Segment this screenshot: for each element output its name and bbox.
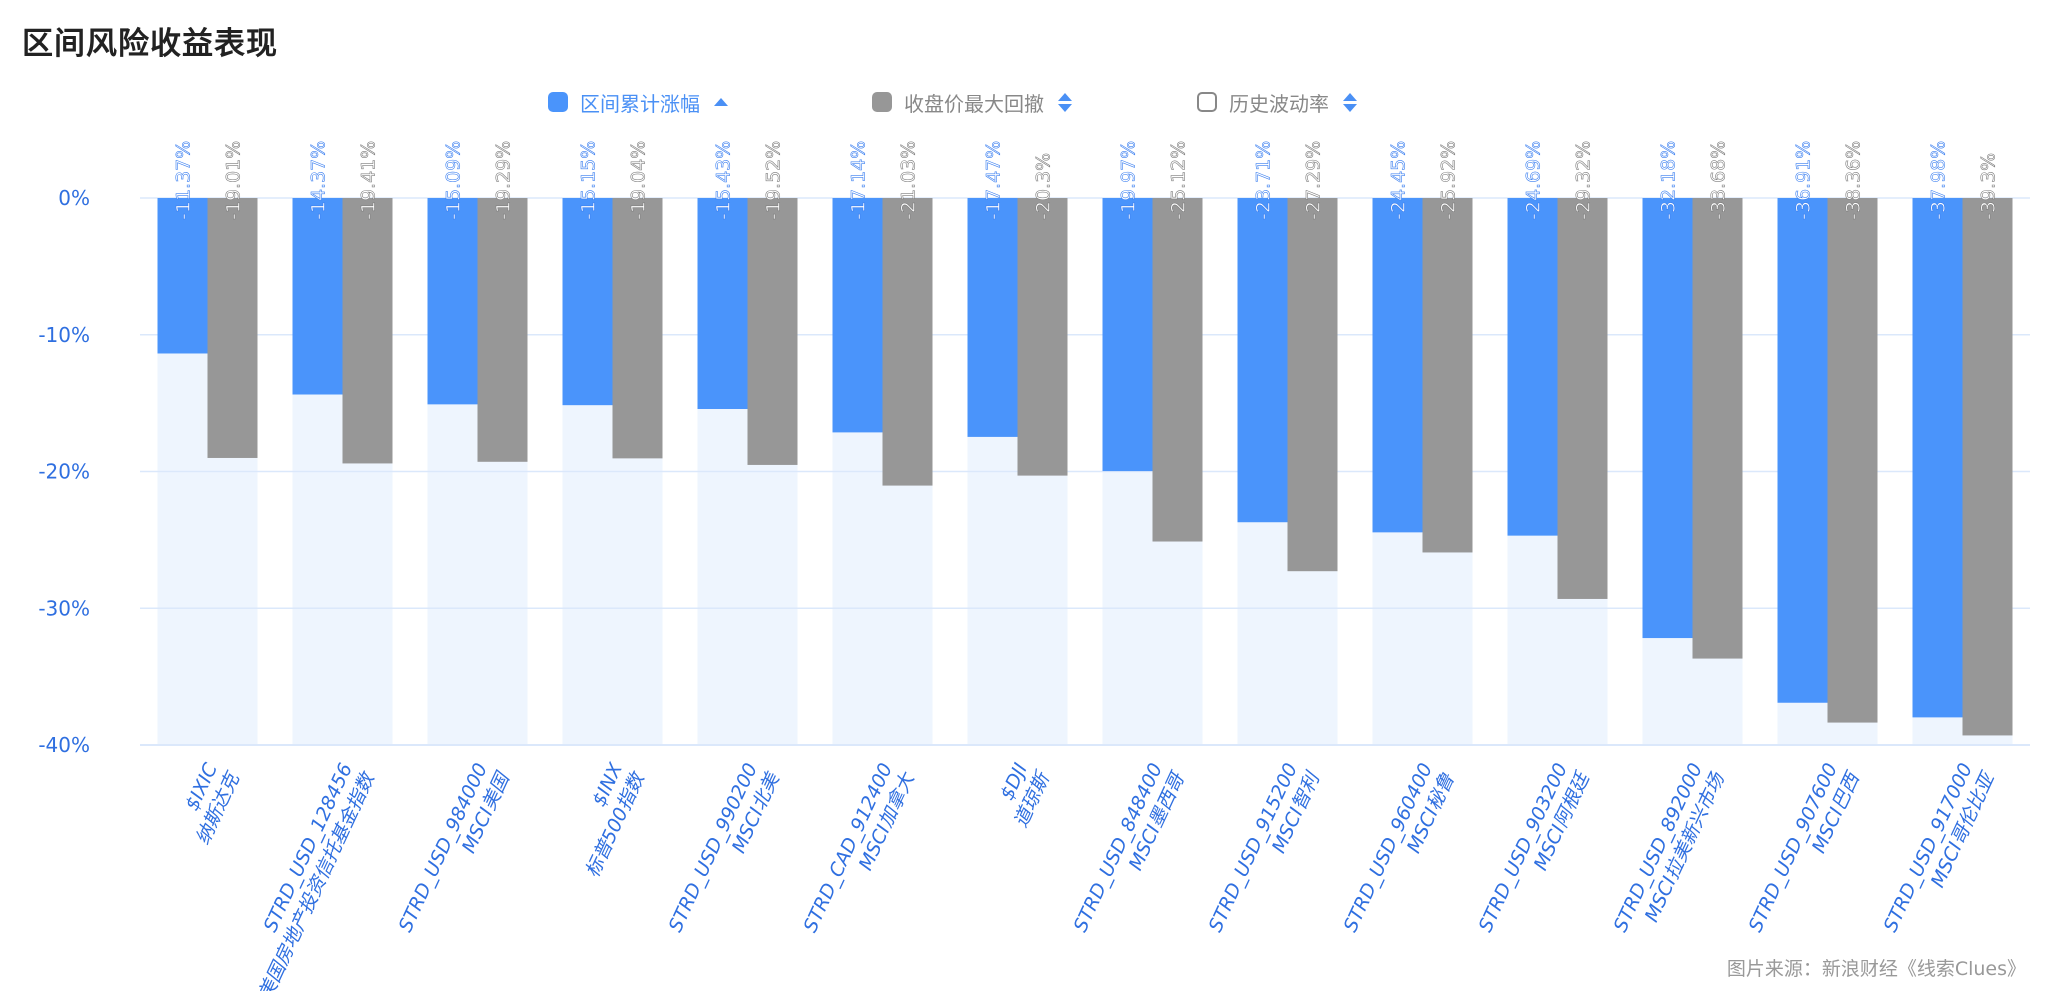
legend-label: 收盘价最大回撤: [904, 91, 1044, 116]
y-tick-label: -30%: [38, 596, 90, 620]
bar-cumulative-return: [157, 198, 208, 354]
bar-max-drawdown: [342, 198, 393, 464]
bar-value-label: -36.91%: [1793, 141, 1815, 220]
bar-cumulative-return: [832, 198, 883, 433]
bar-value-label: -17.14%: [848, 141, 870, 220]
bar-value-label: -25.12%: [1168, 141, 1190, 220]
bar-value-label: -32.18%: [1658, 141, 1680, 220]
bar-value-label: -39.3%: [1978, 153, 2000, 220]
bar-cumulative-return: [1102, 198, 1153, 472]
bar-max-drawdown: [207, 198, 258, 458]
sort-toggle-icon[interactable]: [1058, 92, 1072, 112]
y-tick-label: 0%: [58, 186, 90, 210]
bar-cumulative-return: [967, 198, 1018, 437]
bar-cumulative-return: [1507, 198, 1558, 536]
bar-value-label: -17.47%: [983, 141, 1005, 220]
bar-value-label: -19.29%: [493, 141, 515, 220]
bar-value-label: -19.41%: [358, 141, 380, 220]
bar-value-label: -38.36%: [1843, 141, 1865, 220]
bar-max-drawdown: [1692, 198, 1743, 659]
bar-max-drawdown: [1962, 198, 2013, 736]
legend-swatch-icon: [872, 92, 892, 112]
y-tick-label: -40%: [38, 733, 90, 757]
sort-toggle-icon[interactable]: [1343, 92, 1357, 112]
bar-max-drawdown: [747, 198, 798, 465]
legend-label: 历史波动率: [1229, 91, 1329, 116]
bar-cumulative-return: [562, 198, 613, 406]
bar-cumulative-return: [1237, 198, 1288, 523]
legend: 区间累计涨幅 收盘价最大回撤 历史波动率: [0, 84, 2048, 120]
bar-value-label: -14.37%: [308, 141, 330, 220]
bar-value-label: -20.3%: [1033, 153, 1055, 220]
bar-value-label: -15.15%: [578, 141, 600, 220]
bar-value-label: -29.32%: [1573, 141, 1595, 220]
bar-value-label: -19.04%: [628, 141, 650, 220]
bar-value-label: -19.97%: [1118, 141, 1140, 220]
bar-max-drawdown: [1557, 198, 1608, 599]
bar-cumulative-return: [1777, 198, 1828, 703]
bar-value-label: -15.09%: [443, 141, 465, 220]
legend-checkbox-icon: [1197, 92, 1217, 112]
bar-value-label: -19.52%: [763, 141, 785, 220]
bar-cumulative-return: [1372, 198, 1423, 533]
bar-value-label: -11.37%: [173, 141, 195, 220]
bar-cumulative-return: [292, 198, 343, 395]
bar-cumulative-return: [1642, 198, 1693, 639]
legend-label: 区间累计涨幅: [580, 91, 700, 116]
bar-max-drawdown: [1287, 198, 1338, 572]
bar-value-label: -37.98%: [1928, 141, 1950, 220]
bar-cumulative-return: [427, 198, 478, 405]
y-tick-label: -20%: [38, 460, 90, 484]
bar-max-drawdown: [477, 198, 528, 462]
bar-value-label: -19.01%: [223, 141, 245, 220]
bar-max-drawdown: [1827, 198, 1878, 723]
bar-value-label: -15.43%: [713, 141, 735, 220]
bar-value-label: -33.68%: [1708, 141, 1730, 220]
legend-item-cumulative-return[interactable]: 区间累计涨幅: [548, 84, 728, 120]
legend-item-volatility[interactable]: 历史波动率: [1197, 84, 1357, 120]
bar-value-label: -25.92%: [1438, 141, 1460, 220]
chart-title: 区间风险收益表现: [22, 26, 278, 62]
sort-asc-icon[interactable]: [714, 98, 728, 106]
bar-max-drawdown: [1422, 198, 1473, 553]
bar-max-drawdown: [612, 198, 663, 459]
bar-cumulative-return: [697, 198, 748, 410]
y-tick-label: -10%: [38, 323, 90, 347]
bar-value-label: -27.29%: [1303, 141, 1325, 220]
bar-max-drawdown: [1017, 198, 1068, 476]
legend-swatch-icon: [548, 92, 568, 112]
bar-max-drawdown: [882, 198, 933, 486]
legend-item-max-drawdown[interactable]: 收盘价最大回撤: [872, 84, 1072, 120]
bar-max-drawdown: [1152, 198, 1203, 542]
source-caption: 图片来源：新浪财经《线索Clues》: [1726, 958, 2026, 980]
bar-value-label: -23.71%: [1253, 141, 1275, 220]
bar-value-label: -21.03%: [898, 141, 920, 220]
bar-cumulative-return: [1912, 198, 1963, 718]
bar-value-label: -24.45%: [1388, 141, 1410, 220]
bar-value-label: -24.69%: [1523, 141, 1545, 220]
